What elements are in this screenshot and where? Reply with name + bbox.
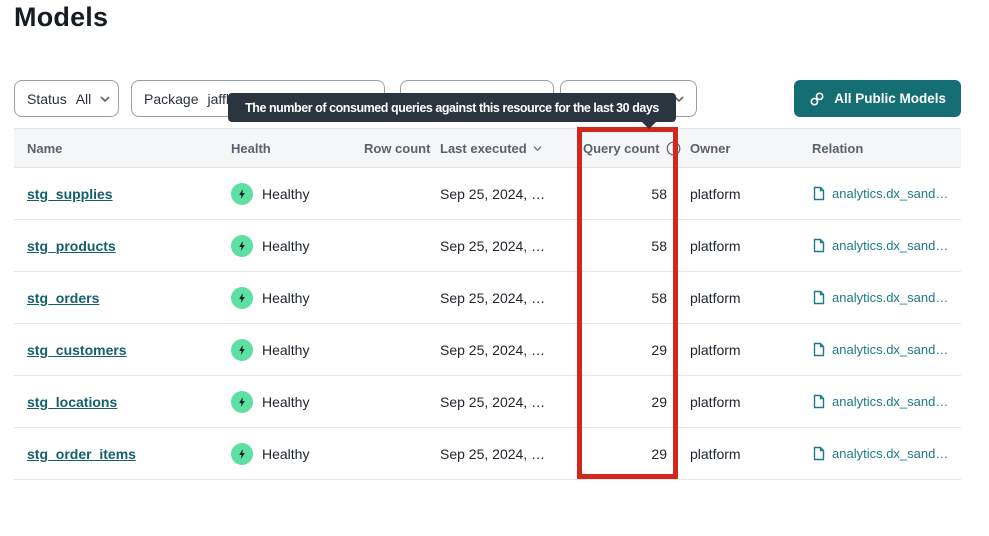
query-count-tooltip: The number of consumed queries against t… [228,93,676,122]
health-badge [231,338,253,361]
table-row: stg_locations Healthy Sep 25, 2024, … 29… [14,376,961,428]
link-icon [810,92,824,106]
health-badge [231,234,253,257]
table-row: stg_order_items Healthy Sep 25, 2024, … … [14,428,961,480]
column-header-name[interactable]: Name [27,140,63,156]
chevron-down-icon [533,145,542,151]
health-label: Healthy [262,393,310,410]
model-link[interactable]: stg_orders [27,289,100,306]
model-link[interactable]: stg_supplies [27,185,113,202]
query-count-tooltip-text: The number of consumed queries against t… [245,100,659,115]
health-badge [231,442,253,465]
all-public-models-label: All Public Models [834,91,946,106]
last-executed-value: Sep 25, 2024, … [440,393,546,410]
table-row: stg_products Healthy Sep 25, 2024, … 58 … [14,220,961,272]
owner-value: platform [690,185,741,202]
relation-link[interactable]: analytics.dx_sand… [812,394,961,409]
query-count-value: 29 [651,393,667,410]
owner-value: platform [690,341,741,358]
document-icon [813,342,825,357]
column-header-owner[interactable]: Owner [690,140,731,156]
info-icon[interactable] [666,141,681,156]
package-filter-label: Package [144,90,199,107]
relation-value: analytics.dx_sand… [832,186,949,201]
document-icon [813,238,825,253]
document-icon [813,290,825,305]
relation-value: analytics.dx_sand… [832,290,949,305]
document-icon [813,446,825,461]
owner-value: platform [690,445,741,462]
health-badge [231,390,253,413]
lightning-icon [239,448,245,459]
query-count-value: 29 [651,341,667,358]
relation-link[interactable]: analytics.dx_sand… [812,446,961,461]
column-header-row-count[interactable]: Row count [364,140,431,156]
health-label: Healthy [262,289,310,306]
table-row: stg_orders Healthy Sep 25, 2024, … 58 pl… [14,272,961,324]
document-icon [813,186,825,201]
owner-value: platform [690,237,741,254]
lightning-icon [239,292,245,303]
last-executed-value: Sep 25, 2024, … [440,237,546,254]
health-label: Healthy [262,445,310,462]
model-link[interactable]: stg_products [27,237,116,254]
status-filter[interactable]: Status All [14,80,119,117]
lightning-icon [239,344,245,355]
tooltip-arrow [640,120,658,129]
table-row: stg_supplies Healthy Sep 25, 2024, … 58 … [14,168,961,220]
models-table: Name Health Row count Last executed Quer… [14,128,961,480]
owner-value: platform [690,289,741,306]
relation-value: analytics.dx_sand… [832,394,949,409]
lightning-icon [239,240,245,251]
column-header-last-executed[interactable]: Last executed [440,141,583,156]
relation-link[interactable]: analytics.dx_sand… [812,342,961,357]
health-badge [231,286,253,309]
query-count-value: 58 [651,289,667,306]
model-link[interactable]: stg_locations [27,393,118,410]
column-header-query-count[interactable]: Query count [583,141,687,156]
model-link[interactable]: stg_customers [27,341,127,358]
page-title: Models [14,2,109,32]
table-header-row: Name Health Row count Last executed Quer… [14,128,961,168]
all-public-models-button[interactable]: All Public Models [794,80,961,117]
query-count-value: 58 [651,185,667,202]
health-badge [231,182,253,205]
model-link[interactable]: stg_order_items [27,445,136,462]
last-executed-value: Sep 25, 2024, … [440,289,546,306]
last-executed-value: Sep 25, 2024, … [440,341,546,358]
relation-link[interactable]: analytics.dx_sand… [812,290,961,305]
owner-value: platform [690,393,741,410]
table-row: stg_customers Healthy Sep 25, 2024, … 29… [14,324,961,376]
document-icon [813,394,825,409]
status-filter-label: Status [27,90,67,107]
status-filter-value: All [75,90,92,107]
query-count-value: 58 [651,237,667,254]
last-executed-value: Sep 25, 2024, … [440,185,546,202]
relation-link[interactable]: analytics.dx_sand… [812,186,961,201]
relation-value: analytics.dx_sand… [832,446,949,461]
chevron-down-icon [674,95,684,102]
health-label: Healthy [262,185,310,202]
query-count-value: 29 [651,445,667,462]
lightning-icon [239,396,245,407]
relation-value: analytics.dx_sand… [832,342,949,357]
column-header-health[interactable]: Health [231,140,271,156]
lightning-icon [239,188,245,199]
health-label: Healthy [262,341,310,358]
relation-link[interactable]: analytics.dx_sand… [812,238,961,253]
column-header-relation[interactable]: Relation [812,140,864,156]
health-label: Healthy [262,237,310,254]
relation-value: analytics.dx_sand… [832,238,949,253]
last-executed-value: Sep 25, 2024, … [440,445,546,462]
chevron-down-icon [100,95,110,102]
